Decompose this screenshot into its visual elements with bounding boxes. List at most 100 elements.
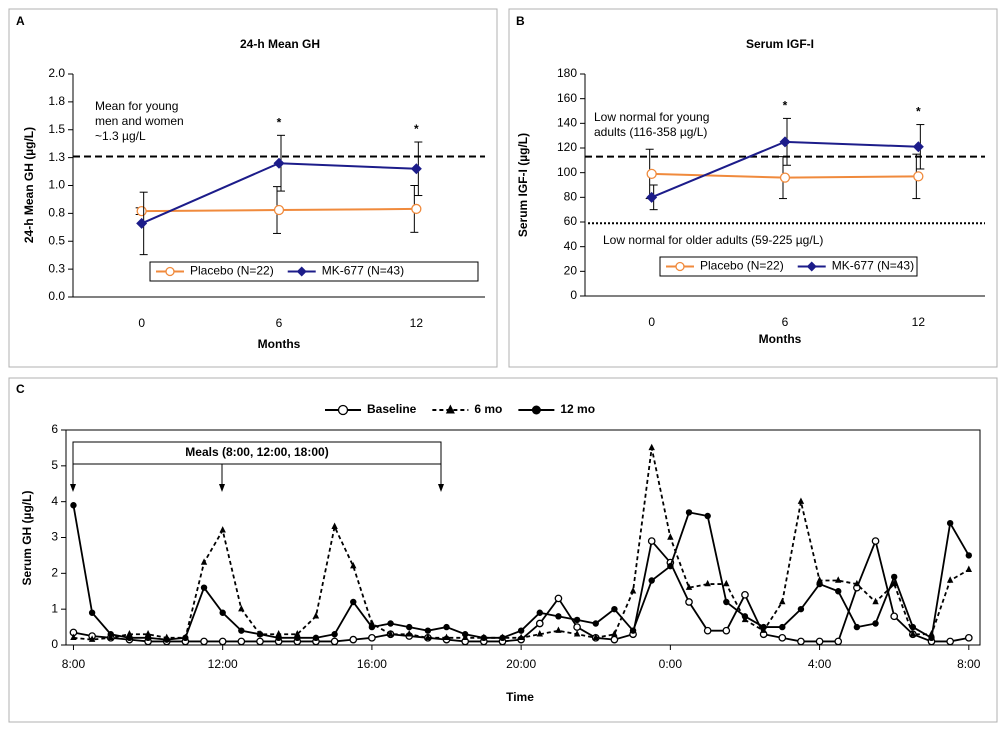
marker xyxy=(912,141,924,153)
y-tick-label: 60 xyxy=(564,214,578,228)
y-tick-label: 6 xyxy=(51,422,58,436)
marker xyxy=(890,573,898,581)
marker xyxy=(554,594,563,603)
marker xyxy=(350,561,357,569)
marker xyxy=(909,623,917,631)
marker xyxy=(144,634,152,642)
marker xyxy=(535,619,544,628)
marker xyxy=(913,171,924,182)
x-tick-label: 8:00 xyxy=(957,657,981,671)
marker xyxy=(219,526,226,533)
marker xyxy=(722,626,731,635)
y-tick-label: 180 xyxy=(557,66,577,80)
annotation: men and women xyxy=(95,114,184,128)
legend-label: Baseline xyxy=(367,402,417,416)
marker xyxy=(275,634,282,642)
y-tick-label: 1.0 xyxy=(48,178,65,192)
y-tick-label: 0.8 xyxy=(48,206,65,220)
marker xyxy=(646,168,657,180)
marker xyxy=(629,627,637,634)
meal-arrowhead xyxy=(438,484,444,492)
panel-label: A xyxy=(16,14,25,28)
marker xyxy=(219,609,226,616)
marker xyxy=(797,497,805,504)
y-tick-label: 100 xyxy=(557,165,577,179)
marker xyxy=(461,631,469,638)
marker xyxy=(273,157,285,169)
annotation: Mean for young xyxy=(95,99,178,113)
y-tick-label: 1 xyxy=(51,601,58,615)
y-tick-label: 20 xyxy=(564,264,578,278)
legend-label: Placebo (N=22) xyxy=(700,259,784,273)
marker xyxy=(410,163,422,175)
marker xyxy=(480,634,488,642)
y-axis-label: Serum IGF-I (µg/L) xyxy=(516,133,530,237)
y-axis-label: Serum GH (µg/L) xyxy=(20,491,34,586)
y-tick-label: 0.5 xyxy=(48,233,65,247)
marker xyxy=(182,634,189,642)
marker xyxy=(296,266,307,277)
legend-label: MK-677 (N=43) xyxy=(322,264,404,278)
y-tick-label: 5 xyxy=(51,458,58,472)
meal-arrowhead xyxy=(219,484,225,492)
marker xyxy=(611,605,618,613)
marker xyxy=(445,404,455,414)
marker xyxy=(685,583,693,590)
y-tick-label: 80 xyxy=(564,190,578,204)
marker xyxy=(136,205,147,217)
marker xyxy=(573,623,581,631)
marker xyxy=(592,620,599,627)
marker xyxy=(909,630,917,637)
x-tick-label: 0 xyxy=(138,316,145,330)
marker xyxy=(704,579,711,587)
marker xyxy=(200,637,208,646)
marker xyxy=(703,626,712,635)
marker xyxy=(741,590,749,599)
marker xyxy=(965,565,973,572)
marker xyxy=(126,630,133,637)
marker xyxy=(88,609,96,616)
marker xyxy=(797,637,805,646)
panel-frame xyxy=(508,8,998,368)
marker xyxy=(760,623,767,631)
x-tick-label: 12:00 xyxy=(208,657,238,671)
marker xyxy=(592,633,599,641)
marker xyxy=(368,623,376,631)
marker xyxy=(779,136,791,148)
marker xyxy=(350,598,357,606)
series-line xyxy=(72,505,970,641)
marker xyxy=(387,630,394,637)
series-line xyxy=(651,140,919,199)
legend-box xyxy=(659,256,918,277)
marker xyxy=(723,579,730,587)
marker xyxy=(648,577,655,584)
x-axis-label: Time xyxy=(506,690,534,704)
significance-mark: * xyxy=(414,122,419,136)
marker xyxy=(331,522,338,529)
marker xyxy=(218,637,227,646)
y-tick-label: 160 xyxy=(557,91,577,105)
marker xyxy=(815,637,824,646)
marker xyxy=(797,605,805,613)
annotation: Low normal for older adults (59-225 µg/L… xyxy=(603,233,823,247)
marker xyxy=(70,502,77,509)
marker xyxy=(499,634,506,642)
x-tick-label: 16:00 xyxy=(357,657,387,671)
marker xyxy=(70,633,77,641)
marker xyxy=(704,512,711,520)
marker xyxy=(536,609,543,616)
x-axis-label: Months xyxy=(759,332,802,346)
marker xyxy=(629,587,637,594)
legend-label: Placebo (N=22) xyxy=(190,264,274,278)
significance-mark: * xyxy=(916,105,921,119)
marker xyxy=(648,443,655,451)
y-tick-label: 4 xyxy=(51,494,58,508)
marker xyxy=(667,562,674,570)
y-tick-label: 3 xyxy=(51,530,58,544)
panel-label: C xyxy=(16,382,25,396)
marker xyxy=(928,634,935,642)
x-tick-label: 4:00 xyxy=(808,657,832,671)
marker xyxy=(312,612,320,619)
marker xyxy=(667,533,674,540)
